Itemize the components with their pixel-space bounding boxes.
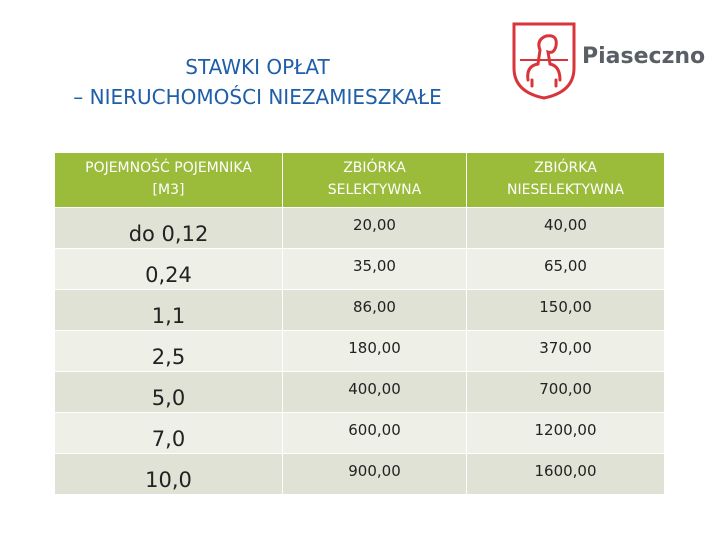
- capacity-cell: 0,24: [55, 248, 283, 289]
- capacity-cell: 5,0: [55, 371, 283, 412]
- header-line: NIESELEKTYWNA: [507, 182, 624, 198]
- header-line: POJEMNOŚĆ POJEMNIKA: [85, 160, 252, 176]
- title-line: – NIERUCHOMOŚCI NIEZAMIESZKAŁE: [73, 85, 442, 109]
- fee-cell: 20,00: [283, 207, 467, 248]
- logo-text: Piaseczno: [582, 44, 706, 69]
- crest: [512, 22, 576, 100]
- column-header: ZBIÓRKA SELEKTYWNA: [283, 153, 467, 207]
- fee-cell: 65,00: [467, 248, 665, 289]
- title-line: STAWKI OPŁAT: [185, 55, 330, 79]
- fee-cell: 40,00: [467, 207, 665, 248]
- fee-cell: 1600,00: [467, 453, 665, 494]
- capacity-cell: 1,1: [55, 289, 283, 330]
- fee-cell: 400,00: [283, 371, 467, 412]
- fee-cell: 700,00: [467, 371, 665, 412]
- capacity-cell: 7,0: [55, 412, 283, 453]
- header-line: ZBIÓRKA: [343, 160, 406, 176]
- fee-cell: 150,00: [467, 289, 665, 330]
- fee-cell: 600,00: [283, 412, 467, 453]
- header-line: SELEKTYWNA: [327, 182, 422, 198]
- header-line: ZBIÓRKA: [534, 160, 597, 176]
- column-header: ZBIÓRKA NIESELEKTYWNA: [467, 153, 665, 207]
- fee-cell: 370,00: [467, 330, 665, 371]
- fee-cell: 1200,00: [467, 412, 665, 453]
- capacity-cell: 2,5: [55, 330, 283, 371]
- column-header: POJEMNOŚĆ POJEMNIKA [M3]: [55, 153, 283, 207]
- fee-cell: 900,00: [283, 453, 467, 494]
- capacity-cell: do 0,12: [55, 207, 283, 248]
- fee-cell: 86,00: [283, 289, 467, 330]
- capacity-cell: 10,0: [55, 453, 283, 494]
- fee-cell: 35,00: [283, 248, 467, 289]
- header-line: [M3]: [152, 182, 185, 198]
- fee-cell: 180,00: [283, 330, 467, 371]
